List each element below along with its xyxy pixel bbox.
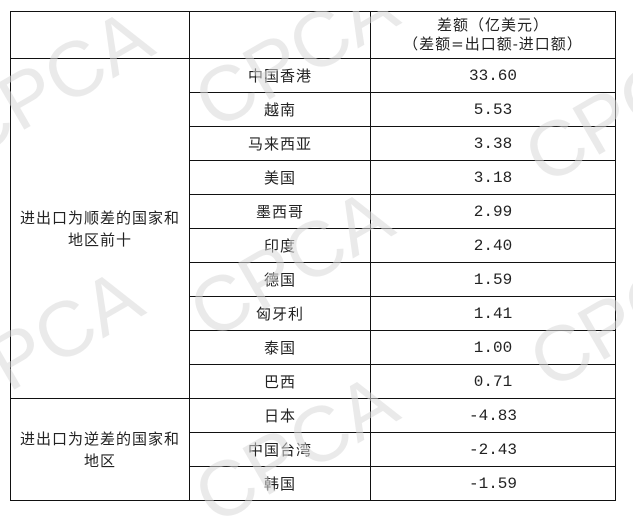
region-cell: 韩国: [190, 467, 371, 501]
region-cell: 日本: [190, 399, 371, 433]
balance-cell: 1.59: [371, 263, 616, 297]
group-label: 进出口为顺差的国家和地区前十: [11, 59, 190, 399]
region-cell: 越南: [190, 93, 371, 127]
table-row: 进出口为逆差的国家和地区日本-4.83: [11, 399, 616, 433]
header-balance-title: 差额（亿美元）: [371, 16, 615, 35]
region-cell: 德国: [190, 263, 371, 297]
balance-cell: 0.71: [371, 365, 616, 399]
region-cell: 匈牙利: [190, 297, 371, 331]
region-cell: 巴西: [190, 365, 371, 399]
region-cell: 马来西亚: [190, 127, 371, 161]
header-region: [190, 12, 371, 59]
balance-cell: 2.99: [371, 195, 616, 229]
region-cell: 中国香港: [190, 59, 371, 93]
balance-cell: 3.18: [371, 161, 616, 195]
region-cell: 墨西哥: [190, 195, 371, 229]
balance-cell: -4.83: [371, 399, 616, 433]
region-cell: 中国台湾: [190, 433, 371, 467]
region-cell: 印度: [190, 229, 371, 263]
header-balance-formula: （差额=出口额-进口额）: [371, 35, 615, 54]
header-group: [11, 12, 190, 59]
balance-cell: -2.43: [371, 433, 616, 467]
region-cell: 美国: [190, 161, 371, 195]
balance-cell: 33.60: [371, 59, 616, 93]
region-cell: 泰国: [190, 331, 371, 365]
header-balance: 差额（亿美元） （差额=出口额-进口额）: [371, 12, 616, 59]
balance-cell: -1.59: [371, 467, 616, 501]
balance-cell: 2.40: [371, 229, 616, 263]
balance-cell: 5.53: [371, 93, 616, 127]
balance-cell: 3.38: [371, 127, 616, 161]
balance-cell: 1.41: [371, 297, 616, 331]
balance-cell: 1.00: [371, 331, 616, 365]
group-label: 进出口为逆差的国家和地区: [11, 399, 190, 501]
header-row: 差额（亿美元） （差额=出口额-进口额）: [11, 12, 616, 59]
